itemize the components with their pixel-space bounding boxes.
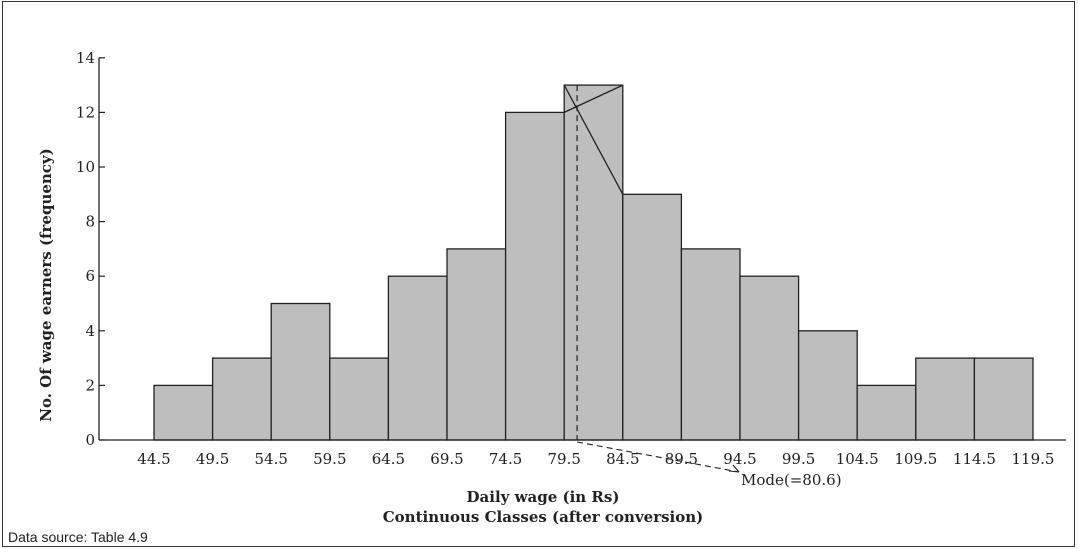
- x-tick-label-8: 84.5: [606, 450, 639, 468]
- bar-9: [680, 248, 741, 441]
- x-axis-label: Daily wage (in Rs): [467, 488, 620, 506]
- bar-7: [563, 84, 624, 441]
- y-tick-label-0: 0: [85, 431, 95, 449]
- mode-diagonal-2: [563, 84, 624, 113]
- mode-construction-group: [563, 84, 740, 473]
- data-source-note: Data source: Table 4.9: [8, 529, 148, 545]
- mode-annotation: Mode(=80.6): [741, 471, 842, 489]
- y-tick-label-12: 12: [76, 103, 95, 121]
- y-tick-label-4: 4: [85, 322, 95, 340]
- x-tick-label-7: 79.5: [547, 450, 580, 468]
- x-tick-label-1: 49.5: [196, 450, 229, 468]
- bar-6: [504, 111, 565, 441]
- x-tick-label-3: 59.5: [313, 450, 346, 468]
- x-tick-label-2: 54.5: [254, 450, 287, 468]
- x-tick-label-11: 99.5: [782, 450, 815, 468]
- y-ticks-group: 0 2 4 6 8 10 12 14: [76, 49, 105, 449]
- bar-0: [153, 384, 214, 441]
- y-tick-label-14: 14: [76, 49, 95, 67]
- axes-group: [98, 57, 1066, 441]
- x-tick-label-4: 64.5: [372, 450, 405, 468]
- x-tick-label-15: 119.5: [1012, 450, 1055, 468]
- mode-pointer: [576, 441, 740, 473]
- x-ticks-group: 44.5 49.5 54.5 59.5 64.5 69.5 74.5 79.5 84.5 89.5…: [137, 450, 1054, 468]
- y-tick-label-8: 8: [85, 213, 95, 231]
- bar-2: [270, 302, 331, 441]
- x-tick-label-13: 109.5: [894, 450, 937, 468]
- y-tick-label-10: 10: [76, 158, 95, 176]
- bar-1: [211, 357, 272, 441]
- x-tick-label-12: 104.5: [836, 450, 879, 468]
- x-tick-label-14: 114.5: [953, 450, 996, 468]
- y-tick-label-6: 6: [85, 267, 95, 285]
- bar-8: [622, 193, 683, 441]
- x-tick-label-0: 44.5: [137, 450, 170, 468]
- x-tick-label-10: 94.5: [723, 450, 756, 468]
- x-tick-label-6: 74.5: [489, 450, 522, 468]
- bar-5: [446, 248, 507, 441]
- x-tick-label-5: 69.5: [430, 450, 463, 468]
- bar-10: [739, 275, 800, 441]
- bar-4: [387, 275, 448, 441]
- x-axis-sublabel: Continuous Classes (after conversion): [383, 508, 704, 526]
- x-tick-label-9: 89.5: [665, 450, 698, 468]
- bar-13: [915, 357, 976, 441]
- bars-group: [153, 84, 1034, 441]
- y-tick-label-2: 2: [85, 376, 95, 394]
- y-axis-label: No. Of wage earners (frequency): [37, 148, 55, 422]
- bar-14: [973, 357, 1034, 441]
- mode-diagonal-1: [563, 84, 624, 195]
- bar-12: [856, 384, 917, 441]
- bar-3: [329, 357, 390, 441]
- mode-pointer-arrowhead: [728, 464, 740, 473]
- histogram-chart: 0 2 4 6 8 10 12 14 44.5 49.5 54.5 59.5 64.5 69.5 74.5…: [37, 49, 1066, 526]
- bar-11: [797, 330, 858, 441]
